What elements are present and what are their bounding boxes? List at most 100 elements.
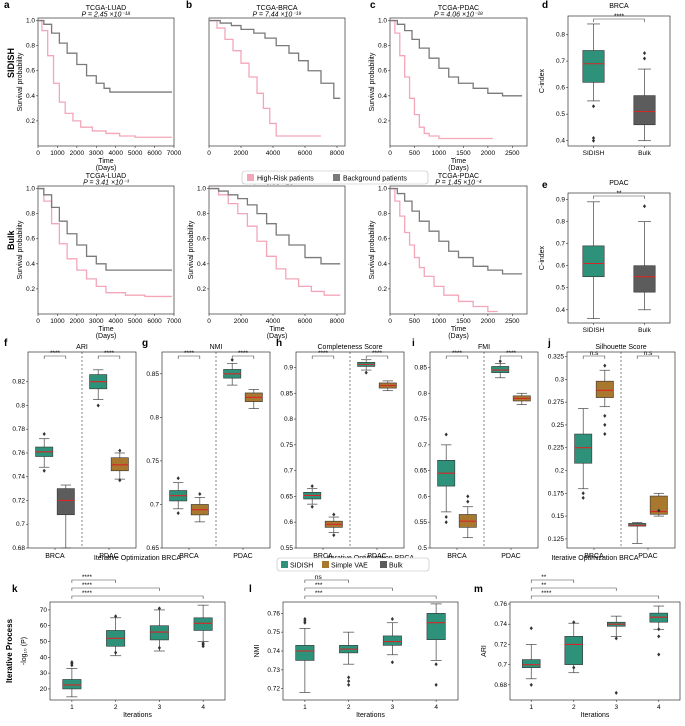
km-curve-highrisk: [209, 19, 321, 137]
y-tick-label: 0.78: [12, 426, 25, 433]
y-tick-label: 0.8: [197, 211, 206, 218]
sig-bracket: [365, 355, 389, 359]
y-tick-label: 0.15: [551, 513, 564, 520]
sig-bracket: [593, 18, 645, 22]
panel-title: PDAC: [609, 180, 628, 187]
x-tick-label: 2000: [481, 318, 496, 325]
x-tick-label: SIDISH: [583, 150, 605, 157]
sig-label: ns: [315, 574, 323, 581]
sig-label: ***: [315, 590, 323, 597]
y-axis-label: Survival probability: [188, 220, 195, 279]
y-tick-label: 1.0: [197, 186, 206, 193]
sig-label: ****: [184, 350, 195, 357]
y-tick-label: 0.72: [267, 686, 280, 693]
axes-frame-d: [567, 15, 671, 147]
x-tick-label: 2000: [70, 318, 85, 325]
panel-letter-k: k: [12, 584, 18, 595]
y-tick-label: 0.2: [26, 118, 35, 125]
x-tick-label: 8000: [330, 318, 345, 325]
y-tick-label: 0.82: [12, 379, 25, 386]
sig-bracket: [71, 587, 160, 591]
sig-label: ****: [614, 13, 625, 20]
x-tick-label: PDAC: [501, 553, 520, 560]
y-tick-label: 0.125: [548, 536, 565, 543]
sig-label: **: [616, 190, 622, 197]
legend-label-highrisk: High-Risk patients: [257, 176, 314, 183]
y-axis-label: Survival probability: [17, 52, 24, 111]
box-PDAC-Simple-VAE-outlier: [657, 508, 661, 513]
x-axis-label: (Days): [448, 165, 469, 172]
axes-frame-a: [37, 17, 175, 147]
y-tick-label: 0.75: [280, 442, 293, 449]
x-tick-label: BRCA: [584, 553, 604, 560]
box-BRCA-SIDISH-outlier: [444, 432, 448, 437]
axes-frame-m: [509, 601, 681, 701]
sig-bracket: [582, 355, 606, 359]
axes-frame-b: [208, 17, 346, 147]
box-BRCA-Simple-VAE-outlier: [198, 491, 202, 496]
y-tick-label: 0.76: [494, 601, 507, 608]
x-tick-label: 1000: [50, 318, 65, 325]
box-3-outlier: [614, 636, 618, 641]
box-SIDISH-outlier: [591, 138, 596, 143]
y-tick-label: 0.72: [494, 641, 507, 648]
x-tick-label: 500: [409, 318, 420, 325]
y-tick-label: 1.0: [26, 186, 35, 193]
y-tick-label: 0.5: [418, 545, 427, 552]
box-PDAC-SIDISH-outlier: [364, 370, 368, 375]
y-tick-label: 0.175: [548, 490, 565, 497]
x-tick-label: 3000: [89, 318, 104, 325]
axes-frame-a2: [37, 185, 175, 315]
x-tick-label: 2000: [234, 150, 249, 157]
legend-label-background: Background patients: [343, 176, 407, 183]
box-1-box: [295, 645, 315, 661]
panel-letter-h: h: [276, 338, 282, 349]
box-4-outlier: [434, 662, 438, 667]
panel-title: BRCA: [609, 3, 629, 10]
box-1-outlier: [529, 626, 533, 631]
km-panel-b2: 020004000600080000.20.40.60.81.0TCGA-BRC…: [188, 173, 346, 340]
box-2-outlier: [347, 679, 351, 684]
sig-bracket: [177, 355, 201, 359]
p-value: P = 1.45 ×10⁻⁴: [435, 180, 482, 187]
y-tick-label: 0.325: [548, 354, 565, 361]
x-tick-label: 1000: [50, 150, 65, 157]
box-PDAC-Simple-VAE-box: [649, 495, 668, 515]
box-3-outlier: [157, 645, 161, 650]
box-1-outlier: [529, 682, 533, 687]
box-BRCA-SIDISH-outlier: [176, 476, 180, 481]
x-tick-label: 2000: [70, 150, 85, 157]
box-BRCA-Bulk-box: [56, 488, 75, 516]
box-BRCA-SIDISH-outlier: [176, 511, 180, 516]
km-curve-highrisk: [38, 19, 173, 138]
sig-label: n.s: [590, 350, 599, 357]
y-tick-label: 1.0: [378, 186, 387, 193]
legend-swatch-bulk: [380, 561, 387, 568]
y-tick-label: 0.75: [146, 458, 159, 465]
sig-label: ***: [315, 582, 323, 589]
panel-letter-c: c: [370, 0, 376, 11]
y-tick-label: 0.3: [555, 376, 564, 383]
panel-title: TCGA-LUAD: [86, 173, 126, 180]
sig-bracket: [636, 355, 660, 359]
x-tick-label: 8000: [330, 150, 345, 157]
x-tick-label: 1500: [456, 318, 471, 325]
sig-bracket: [304, 587, 393, 591]
panel-title: Completeness Score: [318, 344, 383, 351]
metric-legend: SIDISH Simple VAE Bulk: [276, 557, 430, 572]
y-tick-label: 0.85: [414, 364, 427, 371]
y-tick-label: 0.55: [280, 545, 293, 552]
sig-label: ****: [82, 590, 93, 597]
panel-letter-l: l: [249, 584, 252, 595]
sig-label: ****: [50, 350, 61, 357]
y-tick-label: 0.4: [197, 261, 206, 268]
sig-bracket: [71, 579, 116, 583]
box-BRCA-Simple-VAE-outlier: [603, 413, 607, 418]
x-tick-label: 0: [207, 150, 211, 157]
box-SIDISH-outlier: [591, 136, 596, 141]
sig-label: ****: [82, 574, 93, 581]
panel-letter-j: j: [547, 338, 551, 349]
y-tick-label: 0.8: [16, 402, 25, 409]
y-tick-label: 0.72: [12, 497, 25, 504]
y-tick-label: 0.7: [556, 58, 565, 65]
